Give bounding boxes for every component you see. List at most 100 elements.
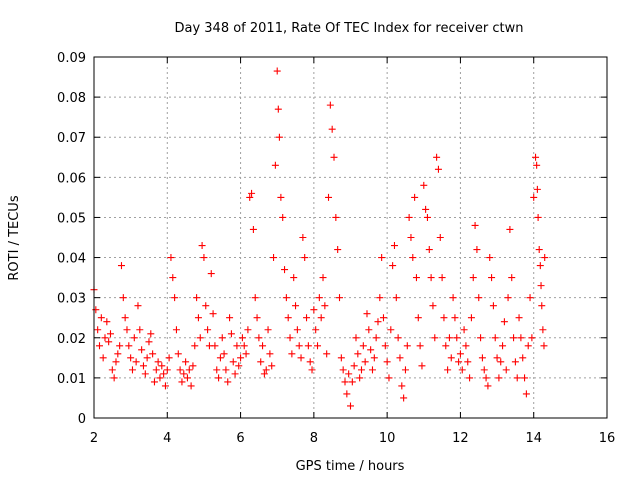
- x-tick-label: 14: [525, 431, 542, 446]
- x-tick-label: 2: [90, 431, 98, 446]
- data-point: [242, 350, 250, 358]
- data-point: [248, 189, 256, 197]
- data-point: [484, 382, 492, 390]
- data-point: [482, 374, 490, 382]
- data-point: [105, 338, 113, 346]
- data-point: [257, 358, 265, 366]
- data-point: [436, 234, 444, 241]
- data-point: [180, 370, 188, 378]
- y-tick-label: 0: [78, 412, 86, 427]
- data-point: [251, 294, 259, 302]
- y-tick-label: 0.05: [57, 211, 86, 226]
- data-point: [253, 314, 261, 322]
- data-point: [367, 346, 375, 354]
- data-point: [499, 342, 507, 350]
- data-point: [357, 366, 365, 374]
- data-point: [303, 314, 311, 322]
- data-point: [497, 358, 505, 366]
- data-point: [491, 334, 499, 342]
- data-point: [418, 362, 426, 370]
- data-point: [150, 378, 158, 386]
- data-point: [286, 334, 294, 342]
- data-point: [379, 314, 387, 322]
- data-point: [185, 366, 193, 374]
- data-point: [336, 294, 344, 302]
- data-point: [538, 302, 546, 310]
- data-point: [277, 193, 285, 201]
- data-point: [511, 358, 519, 366]
- data-point: [500, 318, 508, 326]
- data-point: [394, 334, 402, 342]
- data-point: [165, 354, 173, 362]
- x-axis-label: GPS time / hours: [296, 459, 405, 474]
- data-point: [163, 366, 171, 374]
- data-point: [117, 262, 125, 270]
- data-point: [266, 350, 274, 358]
- data-point: [218, 334, 226, 342]
- data-point: [332, 213, 340, 221]
- data-point: [348, 378, 356, 386]
- data-point: [145, 338, 153, 346]
- data-point: [493, 354, 501, 362]
- data-point: [226, 314, 234, 322]
- y-tick-label: 0.04: [57, 252, 86, 267]
- data-point: [478, 354, 486, 362]
- data-point: [420, 181, 428, 189]
- data-point: [292, 302, 300, 310]
- data-point: [110, 374, 118, 382]
- data-point: [524, 342, 532, 350]
- data-point: [471, 221, 479, 229]
- data-point: [293, 326, 301, 334]
- data-point: [337, 354, 345, 362]
- data-point: [440, 314, 448, 322]
- x-tick-label: 6: [236, 431, 244, 446]
- data-point: [376, 294, 384, 302]
- x-tick-label: 16: [599, 431, 616, 446]
- data-point: [423, 213, 431, 221]
- data-point: [152, 366, 160, 374]
- data-point: [106, 330, 114, 338]
- data-point: [211, 342, 219, 350]
- data-point: [378, 254, 386, 262]
- data-point: [213, 366, 221, 374]
- data-point: [422, 205, 430, 213]
- data-point: [130, 334, 138, 342]
- data-point: [533, 161, 541, 169]
- data-point: [103, 318, 111, 326]
- data-point: [222, 366, 230, 374]
- data-point: [475, 294, 483, 302]
- data-point: [339, 366, 347, 374]
- data-point: [396, 354, 404, 362]
- data-point: [541, 254, 549, 262]
- data-point: [445, 334, 453, 342]
- data-point: [196, 334, 204, 342]
- data-point: [323, 350, 331, 358]
- data-point: [132, 358, 140, 366]
- data-point: [231, 370, 239, 378]
- data-point: [315, 294, 323, 302]
- data-point: [407, 234, 415, 241]
- data-point: [94, 326, 102, 334]
- data-point: [281, 266, 289, 274]
- data-point: [176, 366, 184, 374]
- data-point: [171, 294, 179, 302]
- data-point: [489, 302, 497, 310]
- data-point: [136, 326, 144, 334]
- data-point: [343, 390, 351, 398]
- data-point: [304, 342, 312, 350]
- data-point: [215, 374, 223, 382]
- data-point: [392, 294, 400, 302]
- data-point: [513, 374, 521, 382]
- chart-title: Day 348 of 2011, Rate Of TEC Index for r…: [174, 21, 523, 36]
- data-point: [116, 342, 124, 350]
- data-point: [425, 246, 433, 254]
- data-point: [299, 234, 307, 241]
- data-point: [456, 350, 464, 358]
- data-point: [414, 314, 422, 322]
- data-point: [447, 354, 455, 362]
- data-point: [114, 350, 122, 358]
- data-point: [224, 378, 232, 386]
- data-point: [521, 374, 529, 382]
- data-point: [356, 374, 364, 382]
- data-point: [174, 350, 182, 358]
